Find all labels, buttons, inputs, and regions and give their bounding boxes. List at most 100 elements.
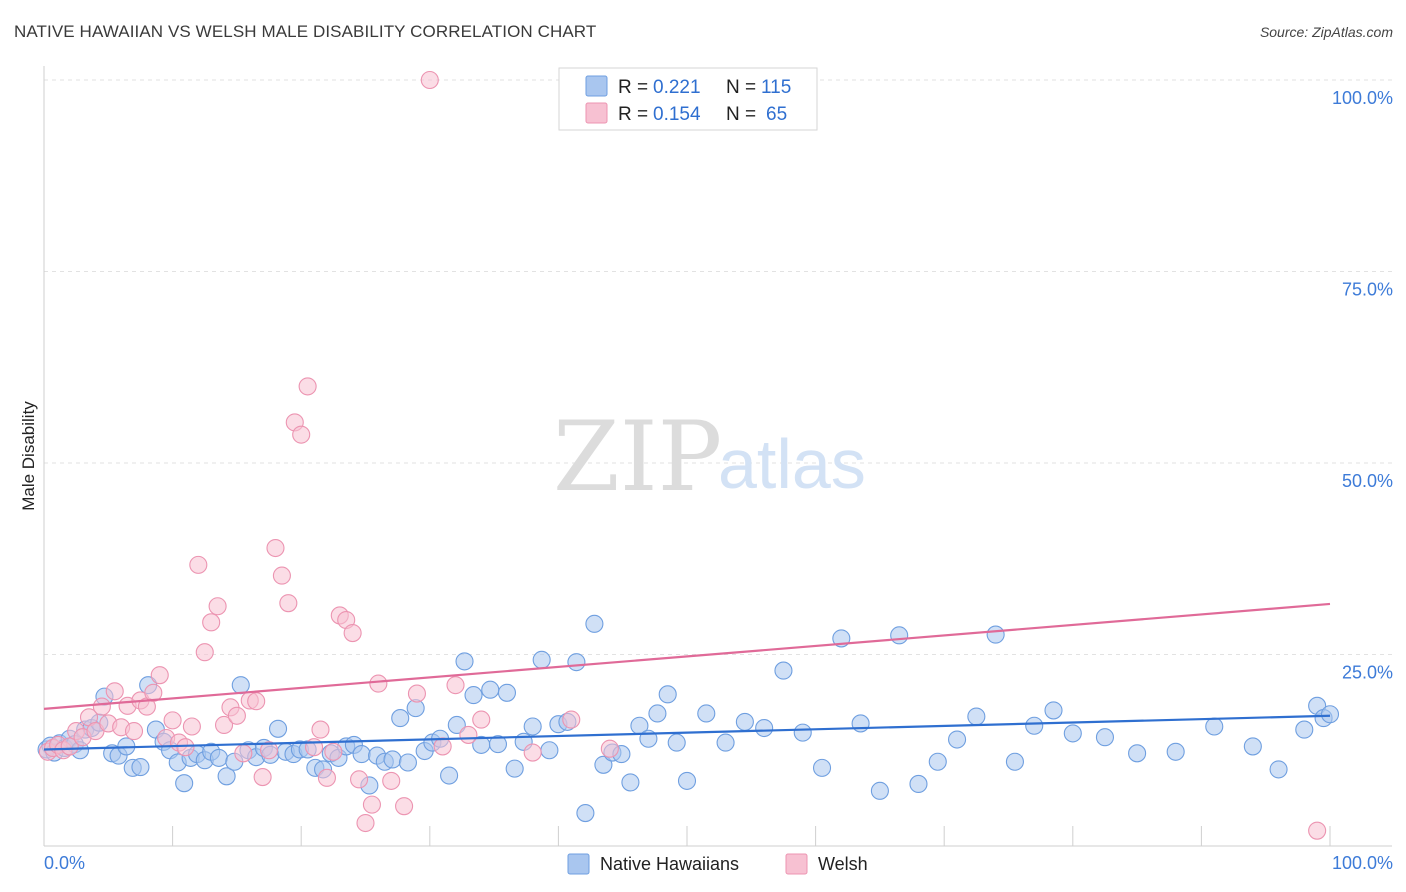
- data-point: [92, 697, 111, 716]
- data-point: [1205, 717, 1224, 736]
- data-point: [420, 70, 439, 90]
- data-point: [812, 758, 832, 777]
- data-point: [1005, 752, 1024, 771]
- bottom-legend-label: Native Hawaiians: [600, 854, 739, 874]
- legend-n-value: 115: [761, 77, 791, 98]
- data-point: [562, 710, 581, 729]
- data-point: [266, 538, 285, 558]
- data-point: [870, 781, 889, 800]
- data-point: [890, 626, 909, 645]
- legend-r-value: 0.154: [653, 104, 701, 125]
- data-point: [163, 711, 182, 730]
- data-point: [1095, 728, 1114, 747]
- data-point: [447, 715, 466, 735]
- data-point: [455, 652, 474, 671]
- data-point: [279, 594, 298, 613]
- data-point: [735, 712, 754, 731]
- data-point: [350, 770, 369, 789]
- bottom-legend-swatch-native-hawaiians: [567, 853, 590, 875]
- data-point: [202, 613, 221, 632]
- data-point: [667, 733, 686, 752]
- data-point: [600, 739, 619, 758]
- data-point: [1025, 716, 1044, 735]
- data-point: [105, 682, 124, 701]
- trend-line: [43, 602, 1331, 710]
- data-point: [532, 650, 551, 669]
- trend-lines: [43, 602, 1331, 751]
- x-tick-label: 100.0%: [1332, 853, 1393, 873]
- data-point: [497, 683, 517, 702]
- data-point: [648, 704, 667, 723]
- data-point: [1295, 720, 1314, 739]
- data-point: [189, 555, 208, 574]
- data-point: [446, 676, 465, 695]
- data-point: [658, 685, 677, 704]
- data-point: [144, 683, 163, 702]
- data-point: [523, 717, 542, 736]
- x-tick-labels: 0.0% 100.0%: [44, 853, 1393, 873]
- data-point: [234, 744, 253, 763]
- data-point: [459, 725, 478, 744]
- data-point: [523, 743, 542, 762]
- data-point: [928, 752, 947, 771]
- y-tick-label: 50.0%: [1342, 471, 1393, 491]
- data-point: [398, 753, 417, 772]
- data-point: [182, 717, 201, 736]
- data-point: [440, 766, 459, 785]
- legend-top: R = 0.221 N = 115 R = 0.154 N = 65: [558, 67, 818, 131]
- data-point: [253, 768, 272, 787]
- data-point: [227, 706, 246, 725]
- data-point: [272, 566, 291, 585]
- data-point: [540, 741, 559, 760]
- data-point: [472, 710, 491, 729]
- data-point: [1044, 701, 1063, 720]
- y-axis-title: Male Disability: [19, 401, 38, 511]
- data-point: [986, 625, 1005, 644]
- data-point: [343, 624, 362, 643]
- legend-swatch-native-hawaiians: [585, 75, 608, 97]
- legend-n-value: 65: [766, 104, 787, 125]
- chart-title: NATIVE HAWAIIAN VS WELSH MALE DISABILITY…: [14, 22, 597, 41]
- data-point: [1269, 760, 1288, 779]
- data-point: [1308, 821, 1327, 840]
- data-point: [175, 774, 194, 793]
- data-point: [1128, 744, 1147, 763]
- data-point: [1243, 737, 1262, 756]
- data-point: [1166, 742, 1185, 761]
- data-point: [464, 686, 483, 705]
- data-point: [677, 771, 697, 790]
- watermark-zip: ZIP: [553, 401, 722, 513]
- data-point: [851, 714, 870, 733]
- data-point: [324, 742, 343, 761]
- data-point: [1063, 724, 1082, 743]
- data-point: [967, 707, 986, 726]
- data-point: [621, 773, 640, 792]
- legend-n-label: N =: [726, 77, 756, 98]
- data-point: [269, 719, 288, 738]
- data-point: [594, 755, 613, 774]
- data-point: [352, 745, 371, 764]
- data-point: [576, 804, 595, 823]
- y-tick-label: 75.0%: [1342, 280, 1393, 300]
- data-point: [505, 759, 524, 778]
- data-point: [585, 614, 604, 633]
- data-point: [217, 767, 236, 786]
- data-point: [231, 676, 250, 695]
- data-point: [362, 795, 381, 814]
- data-point: [311, 720, 330, 739]
- legend-r-value: 0.221: [653, 77, 701, 98]
- data-point: [1320, 705, 1340, 724]
- x-tick-label: 0.0%: [44, 853, 85, 873]
- data-point: [60, 737, 79, 756]
- data-point: [433, 737, 452, 756]
- axes: [43, 66, 1392, 847]
- watermark-atlas: atlas: [718, 425, 866, 503]
- data-point: [793, 723, 812, 742]
- data-point: [150, 666, 169, 685]
- y-tick-labels: 25.0% 50.0% 75.0% 100.0%: [1332, 88, 1393, 683]
- data-point: [292, 425, 311, 444]
- legend-n-label: N =: [726, 104, 756, 125]
- trend-line: [43, 714, 1331, 751]
- grid-lines: [44, 79, 1392, 655]
